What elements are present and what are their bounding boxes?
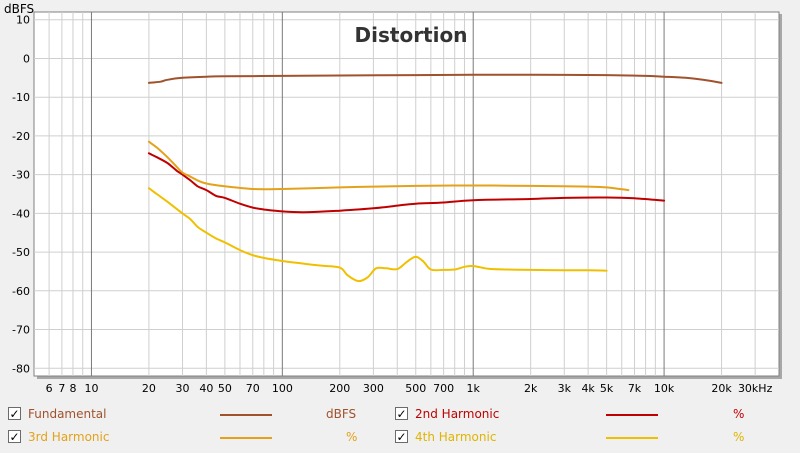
legend-item-3rd-harmonic[interactable]: ✓ 3rd Harmonic %	[8, 427, 398, 449]
x-tick-label: 10k	[654, 382, 675, 395]
series-line-3rd-harmonic	[147, 140, 630, 192]
series-line-2nd-harmonic	[147, 152, 666, 214]
x-tick-label: 100	[272, 382, 293, 395]
y-tick-label: 0	[23, 52, 30, 65]
plot-area[interactable]	[33, 11, 780, 377]
y-axis-label: dBFS	[4, 2, 34, 16]
minor-gridlines	[34, 12, 779, 376]
legend-row-2: ✓ 3rd Harmonic % ✓ 4th Harmonic %	[0, 427, 800, 449]
legend-swatch-2nd-harmonic	[606, 414, 658, 416]
x-tick-label: 20k	[711, 382, 732, 395]
x-tick-label: 40	[199, 382, 213, 395]
legend-unit-4th-harmonic: %	[733, 430, 745, 444]
x-tick-label: 30kHz	[738, 382, 773, 395]
checkbox-4th-harmonic[interactable]: ✓	[395, 430, 408, 444]
x-tick-label: 7k	[628, 382, 642, 395]
checkbox-2nd-harmonic[interactable]: ✓	[395, 407, 408, 421]
x-tick-label: 8	[69, 382, 76, 395]
x-tick-label: 700	[433, 382, 454, 395]
legend-label-3rd-harmonic: 3rd Harmonic	[28, 430, 110, 444]
series-line-4th-harmonic	[147, 187, 608, 283]
legend-unit-3rd-harmonic: %	[346, 430, 358, 444]
x-tick-label: 300	[363, 382, 384, 395]
x-tick-label: 20	[142, 382, 156, 395]
checkbox-3rd-harmonic[interactable]: ✓	[8, 430, 21, 444]
distortion-chart: 10 0 -10 -20 -30 -40 -50 -60 -70 -80 6 7 8 10 20 30 40 5…	[4, 2, 782, 395]
x-tick-label: 10	[84, 382, 98, 395]
distortion-chart-svg: 100-10-20-30-40-50-60-70-80 6 7 8 10 20 30 40 5…	[4, 2, 782, 395]
y-tick-label: -80	[12, 362, 30, 375]
legend-item-4th-harmonic[interactable]: ✓ 4th Harmonic %	[395, 427, 785, 449]
x-tick-label: 200	[329, 382, 350, 395]
legend-row-1: ✓ Fundamental dBFS ✓ 2nd Harmonic %	[0, 404, 800, 426]
x-tick-label: 5k	[600, 382, 614, 395]
x-tick-label: 30	[176, 382, 190, 395]
x-tick-label: 2k	[524, 382, 538, 395]
x-tick-label: 4k	[581, 382, 595, 395]
legend-label-2nd-harmonic: 2nd Harmonic	[415, 407, 500, 421]
y-tick-label: -50	[12, 246, 30, 259]
y-tick-label: -20	[12, 130, 30, 143]
y-tick-label: -10	[12, 91, 30, 104]
legend-item-2nd-harmonic[interactable]: ✓ 2nd Harmonic %	[395, 404, 785, 426]
legend-swatch-4th-harmonic	[606, 437, 658, 439]
legend-unit-fundamental: dBFS	[326, 407, 357, 421]
legend-swatch-3rd-harmonic	[220, 437, 272, 439]
x-tick-label: 500	[405, 382, 426, 395]
y-tick-label: -30	[12, 169, 30, 182]
legend-swatch-fundamental	[220, 414, 272, 416]
x-tick-label: 6	[46, 382, 53, 395]
legend-label-fundamental: Fundamental	[28, 407, 107, 421]
y-tick-label: -60	[12, 285, 30, 298]
checkbox-fundamental[interactable]: ✓	[8, 407, 21, 421]
x-tick-label: 7	[58, 382, 65, 395]
x-tick-labels: 6 7 8 10 20 30 40 50 70 100 200 300 500 700 1k 2k 3k 4k 5k…	[46, 382, 773, 395]
series-line-fundamental	[147, 73, 723, 84]
x-tick-label: 50	[218, 382, 232, 395]
legend-item-fundamental[interactable]: ✓ Fundamental dBFS	[8, 404, 398, 426]
major-gridlines	[90, 12, 665, 376]
x-tick-label: 70	[246, 382, 260, 395]
y-tick-label: 10	[16, 14, 30, 27]
series-group	[147, 73, 723, 283]
legend-label-4th-harmonic: 4th Harmonic	[415, 430, 497, 444]
x-tick-label: 3k	[558, 382, 572, 395]
y-tick-label: -40	[12, 207, 30, 220]
y-tick-labels: 10 0 -10 -20 -30 -40 -50 -60 -70 -80	[12, 14, 30, 376]
chart-title: Distortion	[355, 23, 468, 47]
x-tick-label: 1k	[467, 382, 481, 395]
legend-unit-2nd-harmonic: %	[733, 407, 745, 421]
y-tick-label: -70	[12, 324, 30, 337]
